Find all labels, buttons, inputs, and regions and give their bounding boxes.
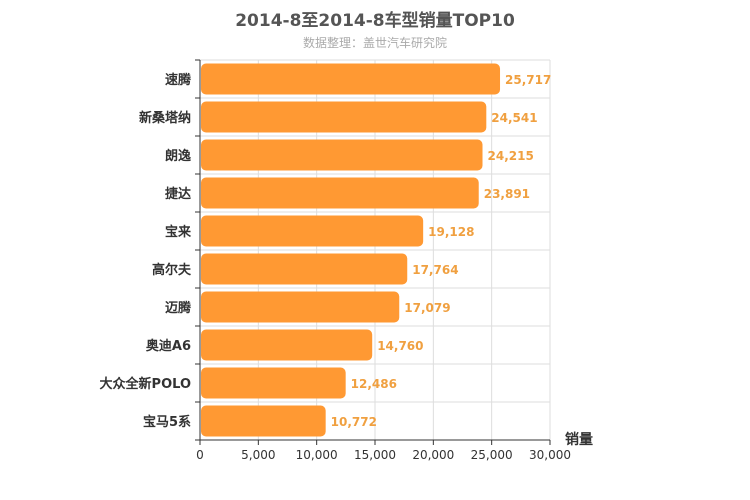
x-tick-label: 15,000 [354, 448, 396, 462]
category-label: 奥迪A6 [146, 338, 191, 354]
category-label: 大众全新POLO [100, 376, 191, 392]
category-label: 宝马5系 [143, 414, 191, 430]
chart-subtitle: 数据整理：盖世汽车研究院 [302, 36, 447, 50]
category-label: 朗逸 [165, 148, 191, 164]
bar [201, 405, 326, 437]
category-label: 迈腾 [165, 300, 192, 316]
x-tick-label: 20,000 [412, 448, 454, 462]
bar [201, 253, 408, 285]
chart-title: 2014-8至2014-8车型销量TOP10 [235, 11, 515, 31]
data-label: 17,079 [404, 301, 450, 315]
bar [201, 63, 501, 95]
category-label: 高尔夫 [152, 262, 192, 278]
data-label: 23,891 [484, 187, 530, 201]
x-tick-label: 10,000 [296, 448, 338, 462]
x-tick-label: 30,000 [529, 448, 571, 462]
data-label: 24,541 [491, 111, 537, 125]
data-label: 25,717 [505, 73, 551, 87]
x-tick-label: 5,000 [241, 448, 275, 462]
data-label: 19,128 [428, 225, 474, 239]
category-label: 速腾 [165, 72, 192, 88]
bar [201, 291, 400, 323]
bar [201, 177, 479, 209]
bar [201, 101, 487, 133]
bar [201, 367, 346, 399]
bar [201, 215, 424, 247]
category-label: 新桑塔纳 [139, 110, 191, 126]
category-label: 宝来 [165, 224, 192, 240]
x-tick-label: 0 [196, 448, 204, 462]
data-label: 24,215 [488, 149, 534, 163]
x-tick-label: 25,000 [471, 448, 513, 462]
data-label: 17,764 [412, 263, 458, 277]
bar [201, 329, 373, 361]
data-label: 14,760 [377, 339, 423, 353]
category-label: 捷达 [165, 186, 191, 202]
x-axis-title: 销量 [565, 431, 593, 448]
data-label: 12,486 [351, 377, 397, 391]
data-label: 10,772 [331, 415, 377, 429]
bar [201, 139, 483, 171]
